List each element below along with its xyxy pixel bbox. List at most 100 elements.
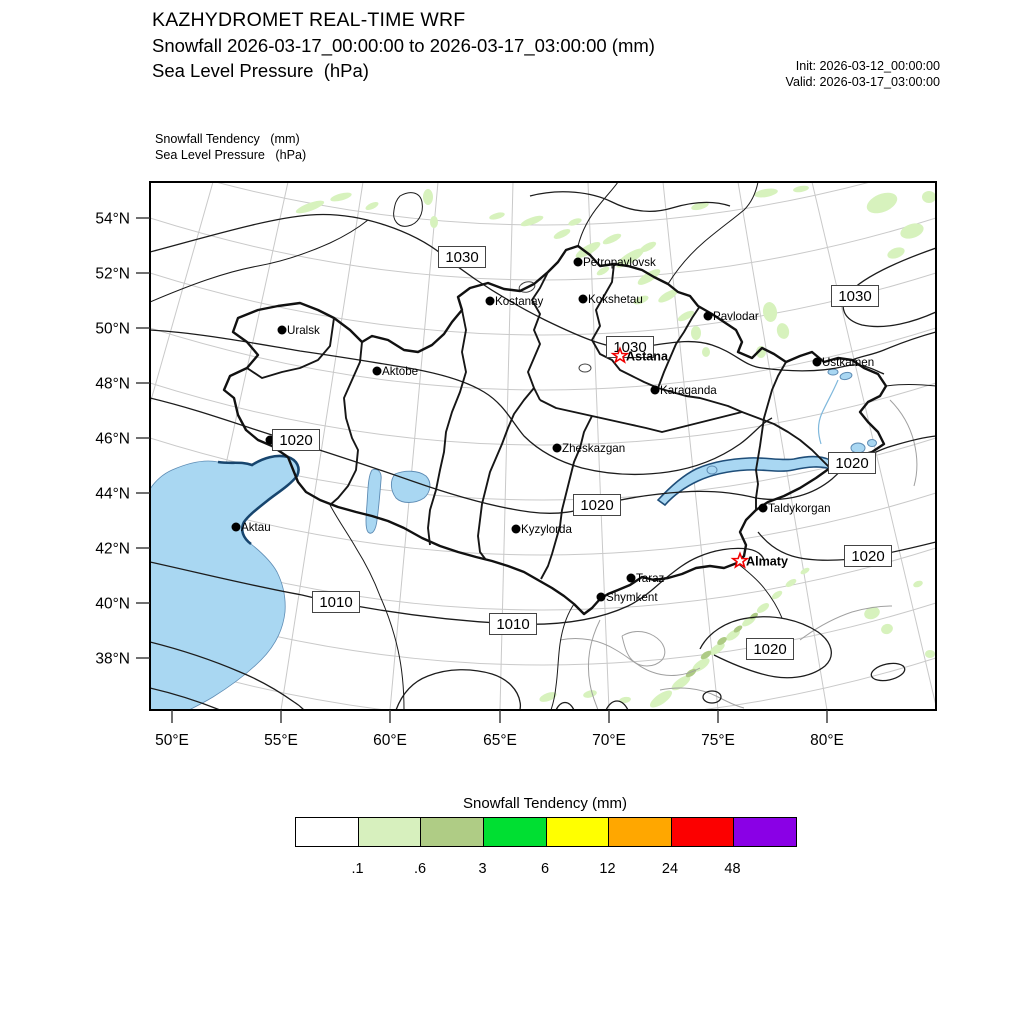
lat-label: 52°N [95,266,130,283]
star-icon [610,346,630,364]
overlay-legend: Snowfall Tendency (mm) Sea Level Pressur… [155,131,306,163]
city-taraz: Taraz [626,572,665,585]
svg-text:1020: 1020 [835,455,868,472]
city-kokshetau: Kokshetau [578,293,643,306]
field-subtitle: Snowfall 2026-03-17_00:00:00 to 2026-03-… [152,35,655,56]
colorbar-threshold-6: 6 [540,861,550,877]
pressure-contours [150,191,936,710]
overlay-line-snowfall: Snowfall Tendency (mm) [155,132,300,146]
colorbar-cell-5 [608,818,671,846]
lon-label: 60°E [373,732,407,749]
contour-label-1030: 1030 [438,246,486,268]
valid-time: Valid: 2026-03-17_03:00:00 [785,74,940,89]
colorbar-cell-2 [420,818,483,846]
map-frame [149,181,937,711]
city-kostanay: Kostanay [485,295,544,308]
colorbar-threshold-labels: .1 .6 3 6 12 24 48 [295,861,795,881]
lake-sasykkol [867,439,877,447]
contour-label-1030: 1030 [831,285,879,307]
contour-label-1020: 1020 [828,452,876,474]
lat-label: 38°N [95,651,130,668]
city-shymkent-label: Shymkent [606,591,658,604]
lake-balkhash-west-tip [706,465,718,475]
lat-label: 40°N [95,596,130,613]
city-almaty: Almaty [730,551,788,569]
gray-admin-borders [559,399,918,710]
lake-zaysan [839,371,853,381]
lon-label: 80°E [810,732,844,749]
city-kyzylorda: Kyzylorda [511,523,572,536]
colorbar-cell-7 [733,818,796,846]
colorbar-threshold-.1: .1 [351,861,364,877]
city-astana: Astana [610,346,669,364]
capital-city-markers: Astana Almaty [610,346,788,569]
city-taldykorgan: Taldykorgan [758,502,831,515]
city-kokshetau-label: Kokshetau [588,293,643,306]
lat-label: 54°N [95,211,130,228]
city-pavlodar-label: Pavlodar [713,310,759,323]
svg-text:1020: 1020 [753,641,786,658]
colorbar-threshold-3: 3 [478,861,487,877]
city-kostanay-label: Kostanay [495,295,544,308]
colorbar-title: Snowfall Tendency (mm) [463,795,627,812]
city-kyzylorda-label: Kyzylorda [521,523,572,536]
contour-label-1020: 1020 [573,494,621,516]
init-time: Init: 2026-03-12_00:00:00 [795,59,940,73]
graticule-grid [150,182,936,710]
header: KAZHYDROMET REAL-TIME WRF Snowfall 2026-… [152,7,655,83]
svg-text:1020: 1020 [279,432,312,449]
lat-label: 46°N [95,431,130,448]
lake-alakol [850,442,866,454]
city-aktobe-label: Aktobe [382,365,418,378]
lake-small-ne [827,368,839,376]
city-zheskazgan-label: Zheskazgan [562,442,625,455]
city-taraz-label: Taraz [636,572,665,585]
city-ustkamen: Ustkamen [812,356,874,369]
contour-label-1010: 1010 [312,591,360,613]
lon-label: 75°E [701,732,735,749]
svg-text:1010: 1010 [496,616,529,633]
lat-label: 48°N [95,376,130,393]
page-title: KAZHYDROMET REAL-TIME WRF [152,9,466,31]
lon-label: 70°E [592,732,626,749]
svg-text:1010: 1010 [319,594,352,611]
colorbar-cell-0 [296,818,358,846]
colorbar-cell-1 [357,818,421,846]
city-karaganda: Karaganda [650,384,717,397]
aral-sea-east [390,470,431,503]
colorbar-cell-3 [482,818,546,846]
caspian-kz-coast [217,454,300,546]
colorbar-threshold-12: 12 [599,861,616,877]
river-irtysh [817,379,839,445]
lat-label: 50°N [95,321,130,338]
city-markers: Petropavlovsk Kostanay Kokshetau Pavlodar Ur… [231,256,874,604]
colorbar-cell-4 [545,818,609,846]
colorbar-threshold-24: 24 [661,861,679,877]
oblast-borders [246,263,831,580]
lat-label: 44°N [95,486,130,503]
city-almaty-label: Almaty [746,555,788,569]
overlay-line-pressure: Sea Level Pressure (hPa) [155,148,307,162]
svg-text:1020: 1020 [580,497,613,514]
city-astana-label: Astana [626,350,669,364]
svg-text:1020: 1020 [851,548,884,565]
run-times: Init: 2026-03-12_00:00:00 Valid: 2026-03… [785,59,940,90]
city-petropavlovsk-label: Petropavlovsk [583,256,656,269]
city-taldykorgan-label: Taldykorgan [768,502,831,515]
colorbar-cell-6 [670,818,734,846]
lake-tengiz [578,363,592,373]
colorbar-threshold-.6: .6 [413,861,427,877]
lon-label: 55°E [264,732,298,749]
lat-label: 42°N [95,541,130,558]
lon-label: 50°E [155,732,189,749]
city-aktobe: Aktobe [372,365,418,378]
thin-country-borders [150,182,936,710]
kazakhstan-border [222,244,888,616]
city-karaganda-label: Karaganda [660,384,717,397]
city-ustkamen-label: Ustkamen [822,356,874,369]
contour-label-1020: 1020 [272,429,320,451]
city-petropavlovsk: Petropavlovsk [573,256,656,269]
city-zheskazgan: Zheskazgan [552,442,625,455]
